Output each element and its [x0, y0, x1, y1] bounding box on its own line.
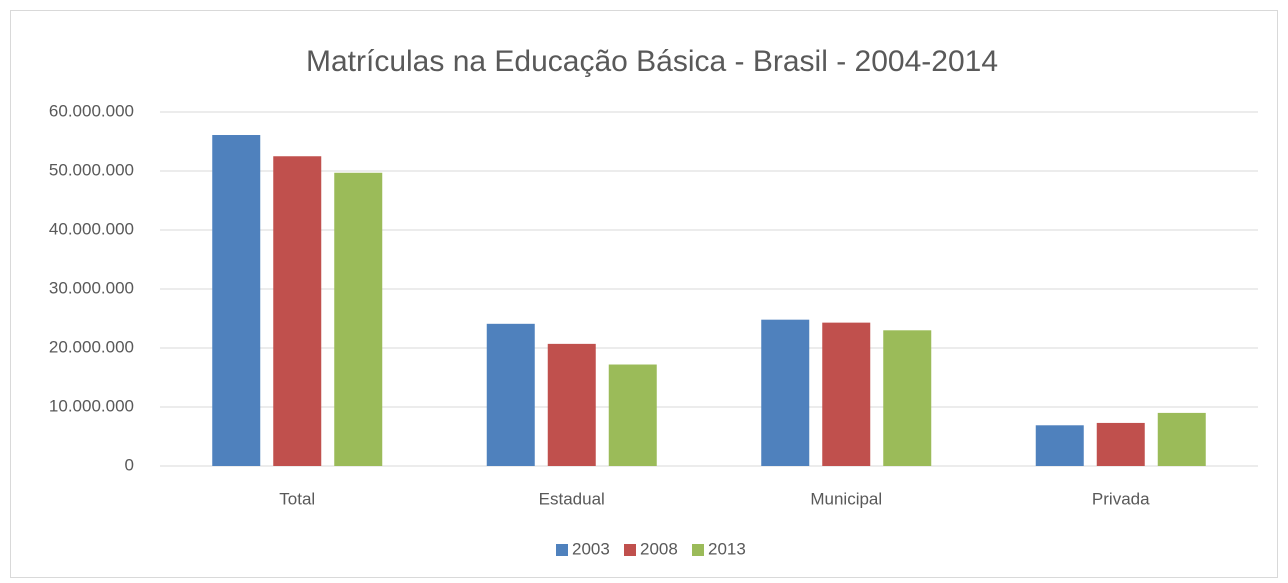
bar	[486, 323, 535, 466]
y-tick-label: 0	[125, 455, 134, 474]
x-tick-label: Privada	[1092, 489, 1150, 508]
bar	[212, 135, 261, 466]
bar	[547, 343, 596, 466]
legend-swatch	[692, 544, 704, 556]
bar	[883, 330, 932, 466]
chart-title: Matrículas na Educação Básica - Brasil -…	[306, 45, 998, 78]
legend-swatch	[624, 544, 636, 556]
y-tick-label: 20.000.000	[49, 337, 134, 356]
legend-swatch	[556, 544, 568, 556]
legend-label: 2003	[572, 539, 610, 558]
y-tick-label: 60.000.000	[49, 101, 134, 120]
chart-frame	[10, 10, 1278, 578]
bar	[273, 156, 322, 466]
bar	[334, 172, 383, 466]
bar	[822, 322, 871, 466]
bar	[1096, 422, 1145, 466]
y-tick-label: 50.000.000	[49, 160, 134, 179]
y-tick-label: 40.000.000	[49, 219, 134, 238]
x-tick-label: Total	[279, 489, 315, 508]
bar	[761, 319, 810, 466]
x-tick-label: Estadual	[539, 489, 605, 508]
x-tick-label: Municipal	[810, 489, 882, 508]
legend-label: 2013	[708, 539, 746, 558]
y-tick-label: 10.000.000	[49, 396, 134, 415]
y-tick-label: 30.000.000	[49, 278, 134, 297]
legend-label: 2008	[640, 539, 678, 558]
bar	[1157, 412, 1206, 466]
bar	[1035, 425, 1084, 466]
bar	[608, 364, 657, 466]
